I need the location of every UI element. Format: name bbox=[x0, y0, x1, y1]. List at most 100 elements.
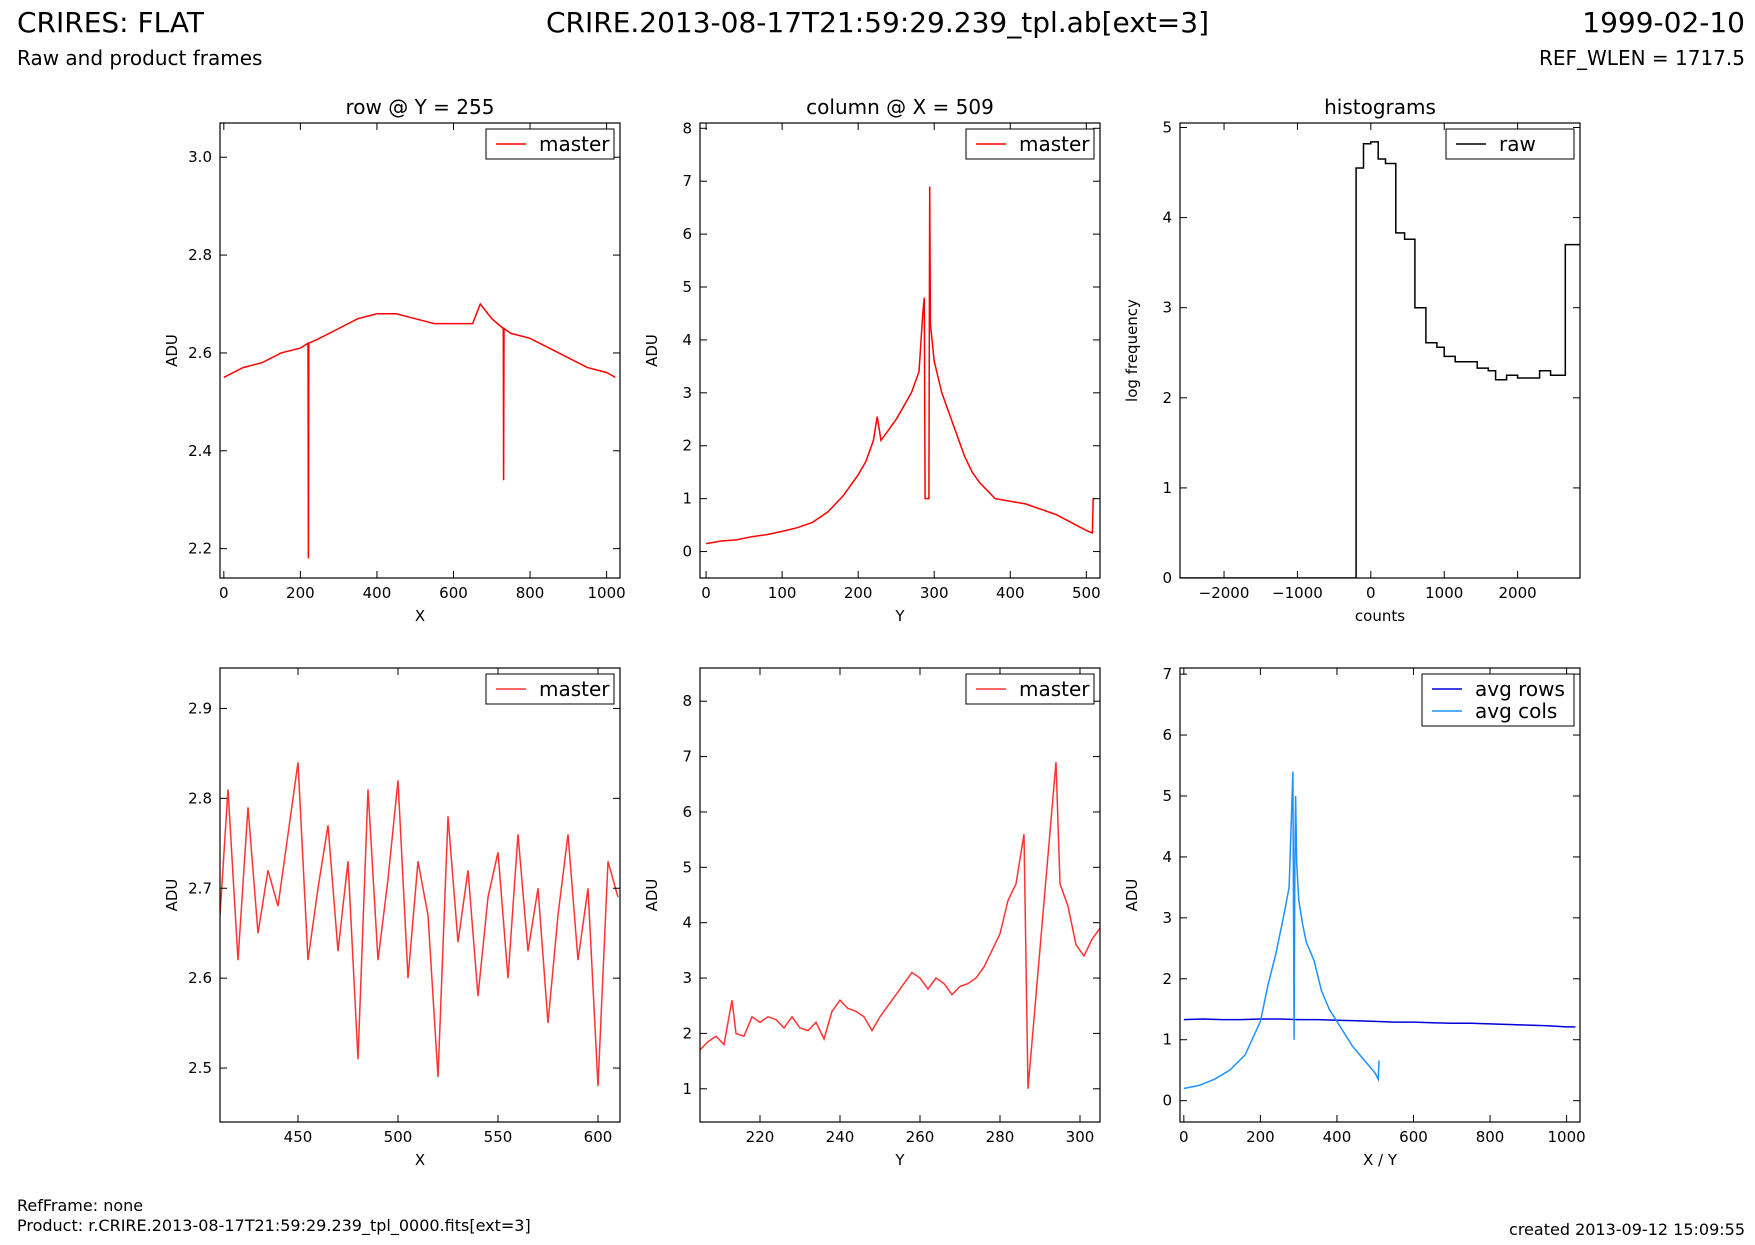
x-tick-label: 400 bbox=[996, 584, 1025, 602]
x-tick-label: 2000 bbox=[1499, 584, 1537, 602]
plot-frame bbox=[219, 122, 621, 579]
y-axis-label: ADU bbox=[643, 334, 661, 367]
x-tick-label: 220 bbox=[746, 1128, 775, 1146]
plot-title: row @ Y = 255 bbox=[346, 95, 495, 119]
x-axis-label: X / Y bbox=[1363, 1151, 1398, 1169]
x-tick-label: 500 bbox=[1072, 584, 1101, 602]
x-tick-label: −1000 bbox=[1272, 584, 1323, 602]
header-date: 1999-02-10 bbox=[1582, 6, 1745, 39]
x-tick-label: −2000 bbox=[1199, 584, 1250, 602]
x-tick-label: 0 bbox=[1179, 1128, 1189, 1146]
y-tick-label: 5 bbox=[682, 858, 692, 876]
legend: master bbox=[965, 128, 1095, 160]
y-tick-label: 2.8 bbox=[188, 789, 212, 807]
x-tick-label: 240 bbox=[826, 1128, 855, 1146]
y-tick-label: 8 bbox=[682, 119, 692, 137]
x-tick-label: 550 bbox=[484, 1128, 513, 1146]
x-tick-label: 450 bbox=[284, 1128, 313, 1146]
legend-label: raw bbox=[1499, 132, 1536, 156]
x-tick-label: 1000 bbox=[588, 584, 626, 602]
y-tick-label: 6 bbox=[682, 225, 692, 243]
x-axis-label: X bbox=[415, 1151, 425, 1169]
plot-panel: 0 200 400 600 800 1000 0 1 2 3 4 5 6 7 X / Y ADU avg row… bbox=[1123, 665, 1586, 1169]
y-tick-label: 6 bbox=[682, 803, 692, 821]
y-tick-label: 7 bbox=[682, 748, 692, 766]
legend-label: avg cols bbox=[1475, 699, 1557, 723]
footer-created: created 2013-09-12 15:09:55 bbox=[1509, 1220, 1745, 1239]
x-tick-label: 300 bbox=[1066, 1128, 1095, 1146]
x-tick-label: 0 bbox=[1366, 584, 1376, 602]
x-tick-label: 0 bbox=[701, 584, 711, 602]
y-tick-label: 1 bbox=[682, 1080, 692, 1098]
x-tick-label: 200 bbox=[1246, 1128, 1275, 1146]
plot-panel: 450 500 550 600 2.5 2.6 2.7 2.8 2.9 X ADU master bbox=[163, 667, 621, 1169]
legend: master bbox=[965, 673, 1095, 705]
y-axis-label: ADU bbox=[643, 879, 661, 912]
legend-label: master bbox=[1019, 677, 1090, 701]
y-tick-label: 3.0 bbox=[188, 148, 212, 166]
header-ref-wlen: REF_WLEN = 1717.5 bbox=[1538, 46, 1745, 70]
plot-panel: 0 200 400 600 800 1000 2.2 2.4 2.6 2.8 3.0 row @ Y … bbox=[163, 95, 626, 625]
series-line bbox=[700, 762, 1100, 1089]
x-tick-label: 600 bbox=[1399, 1128, 1428, 1146]
legend-label: avg rows bbox=[1475, 677, 1565, 701]
y-axis-label: ADU bbox=[1123, 879, 1141, 912]
x-axis-label: Y bbox=[894, 1151, 905, 1169]
plot-frame bbox=[699, 667, 1101, 1123]
y-tick-label: 4 bbox=[1162, 209, 1172, 227]
x-tick-label: 400 bbox=[1323, 1128, 1352, 1146]
x-tick-label: 800 bbox=[516, 584, 545, 602]
y-tick-label: 5 bbox=[1162, 787, 1172, 805]
plot-title: histograms bbox=[1324, 95, 1436, 119]
y-tick-label: 7 bbox=[682, 172, 692, 190]
header-title: CRIRES: FLAT bbox=[17, 6, 204, 39]
header-subtitle: Raw and product frames bbox=[17, 46, 263, 70]
legend-label: master bbox=[539, 677, 610, 701]
plot-frame bbox=[1179, 122, 1581, 579]
y-tick-label: 2.9 bbox=[188, 699, 212, 717]
x-tick-label: 300 bbox=[920, 584, 949, 602]
legend-box bbox=[1421, 673, 1575, 727]
y-axis-label: ADU bbox=[163, 879, 181, 912]
y-tick-label: 2.7 bbox=[188, 879, 212, 897]
plot-panel: 0 100 200 300 400 500 0 1 2 3 4 5 6 7 8 column @ X = 50… bbox=[643, 95, 1101, 625]
legend-label: master bbox=[539, 132, 610, 156]
header-filename: CRIRE.2013-08-17T21:59:29.239_tpl.ab[ext… bbox=[545, 6, 1209, 39]
plot-frame bbox=[699, 122, 1101, 579]
series-line bbox=[1183, 771, 1380, 1090]
y-tick-label: 2.4 bbox=[188, 442, 212, 460]
series-line bbox=[223, 302, 616, 559]
x-tick-label: 0 bbox=[219, 584, 229, 602]
x-tick-label: 800 bbox=[1476, 1128, 1505, 1146]
y-tick-label: 2 bbox=[1162, 970, 1172, 988]
x-tick-label: 100 bbox=[768, 584, 797, 602]
x-tick-label: 1000 bbox=[1425, 584, 1463, 602]
y-tick-label: 0 bbox=[682, 543, 692, 561]
x-tick-label: 200 bbox=[844, 584, 873, 602]
plot-title: column @ X = 509 bbox=[806, 95, 994, 119]
x-tick-label: 200 bbox=[286, 584, 315, 602]
y-tick-label: 4 bbox=[682, 914, 692, 932]
x-axis-label: X bbox=[415, 607, 425, 625]
y-tick-label: 3 bbox=[682, 969, 692, 987]
y-tick-label: 5 bbox=[682, 278, 692, 296]
legend-box bbox=[485, 673, 615, 705]
y-axis-label: log frequency bbox=[1123, 299, 1141, 402]
y-tick-label: 4 bbox=[682, 331, 692, 349]
y-tick-label: 1 bbox=[1162, 1031, 1172, 1049]
x-tick-label: 400 bbox=[363, 584, 392, 602]
x-tick-label: 600 bbox=[584, 1128, 613, 1146]
y-tick-label: 2.8 bbox=[188, 246, 212, 264]
y-tick-label: 2.6 bbox=[188, 969, 212, 987]
y-tick-label: 0 bbox=[1162, 569, 1172, 587]
plot-frame bbox=[219, 667, 621, 1123]
x-tick-label: 260 bbox=[906, 1128, 935, 1146]
legend-label: master bbox=[1019, 132, 1090, 156]
plot-panel: 220 240 260 280 300 1 2 3 4 5 6 7 8 Y ADU master bbox=[643, 667, 1101, 1169]
y-tick-label: 1 bbox=[1162, 479, 1172, 497]
y-tick-label: 7 bbox=[1162, 665, 1172, 683]
series-line bbox=[1180, 141, 1580, 578]
series-line bbox=[1183, 1018, 1576, 1028]
